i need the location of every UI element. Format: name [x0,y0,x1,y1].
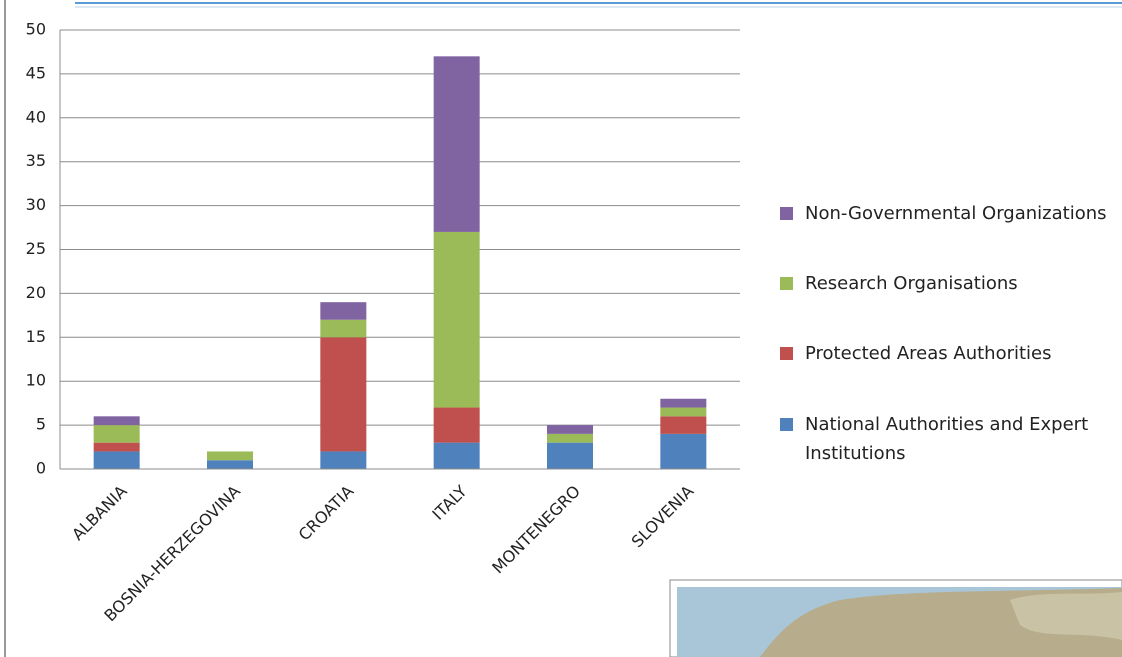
legend-label: Non-Governmental Organizations [805,203,1107,224]
legend-label: Research Organisations [805,273,1018,294]
x-tick-label: CROATIA [295,482,358,545]
legend-label: Protected Areas Authorities [805,343,1052,364]
bar-segment [320,302,367,320]
bar-segment [433,231,480,408]
legend-swatch [780,277,793,290]
plot-area: 05101520253035404550ALBANIABOSNIA-HERZEG… [26,20,740,625]
bar-segment [660,407,707,417]
bar-segment [547,442,593,469]
bar-segment [320,451,367,469]
bar-segment [320,319,367,338]
x-tick-label: ALBANIA [68,482,131,545]
bar-segment [93,416,140,426]
bar-segment [660,433,707,469]
y-tick-label: 35 [26,151,46,170]
legend-item: National Authorities and Expert Institut… [780,410,1115,468]
bar-segment [547,425,593,434]
bar-segment [433,442,480,469]
legend-swatch [780,347,793,360]
bar-segment [547,433,593,443]
legend-swatch [780,207,793,220]
x-tick-label: SLOVENIA [628,482,698,552]
legend-item: Research Organisations [780,269,1115,298]
y-tick-label: 45 [26,63,46,82]
legend-item: Protected Areas Authorities [780,339,1115,368]
bar-segment [207,451,253,461]
y-tick-label: 30 [26,195,46,214]
y-tick-label: 50 [26,20,46,39]
bar-segment [320,337,367,452]
legend-item: Non-Governmental Organizations [780,199,1115,228]
y-tick-label: 40 [26,107,46,126]
y-tick-label: 10 [26,371,46,390]
y-tick-label: 5 [36,415,46,434]
bar-segment [433,56,480,232]
y-tick-label: 0 [36,459,46,478]
bar-segment [433,407,480,443]
y-tick-label: 15 [26,327,46,346]
x-tick-label: ITALY [428,481,470,523]
y-tick-label: 20 [26,283,46,302]
bar-segment [207,460,253,469]
map-thumbnail [669,579,1122,657]
bar-segment [660,416,707,434]
legend-label: National Authorities and Expert Institut… [805,414,1089,464]
y-tick-label: 25 [26,239,46,258]
legend-swatch [780,418,793,431]
bar-segment [93,442,140,452]
x-tick-label: MONTENEGRO [488,482,584,578]
bar-segment [660,398,707,408]
bar-segment [93,451,140,469]
bar-segment [93,425,140,443]
